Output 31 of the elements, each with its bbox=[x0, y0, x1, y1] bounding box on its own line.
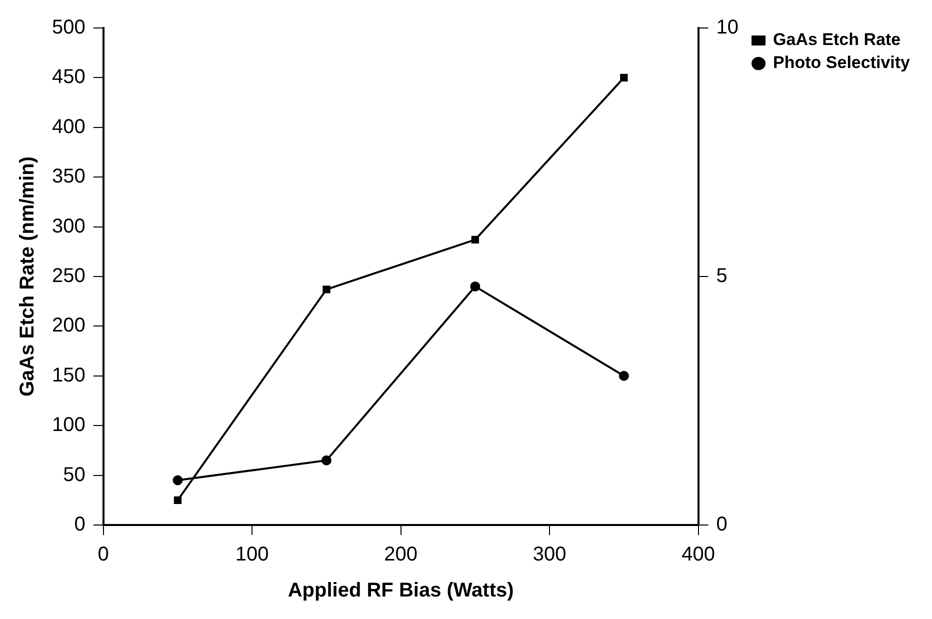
x-tick-label: 100 bbox=[235, 544, 269, 566]
y-tick-label: 200 bbox=[52, 314, 86, 337]
y2-tick-label: 10 bbox=[716, 16, 739, 39]
point bbox=[322, 286, 330, 294]
y2-tick-label: 5 bbox=[716, 265, 728, 288]
x-axis-title: Applied RF Bias (Watts) bbox=[288, 580, 514, 602]
point bbox=[470, 281, 480, 292]
y-axis-title: GaAs Etch Rate (nm/min) bbox=[16, 156, 39, 397]
y-tick-label: 50 bbox=[63, 464, 86, 486]
point bbox=[618, 370, 629, 381]
y-tick-label: 450 bbox=[52, 66, 86, 88]
y-tick-label: 400 bbox=[52, 116, 86, 138]
y-tick-label: 250 bbox=[52, 265, 86, 288]
point bbox=[471, 236, 480, 244]
legend-label: GaAs Etch Rate bbox=[773, 30, 901, 50]
legend-label: Photo Selectivity bbox=[773, 53, 911, 72]
point bbox=[620, 74, 628, 82]
point bbox=[321, 455, 332, 466]
y2-tick-label: 0 bbox=[716, 514, 728, 536]
y-tick-label: 350 bbox=[52, 166, 86, 188]
point bbox=[172, 475, 183, 486]
y-tick-label: 500 bbox=[52, 16, 86, 39]
x-tick-label: 300 bbox=[532, 544, 566, 566]
y-tick-label: 300 bbox=[52, 215, 86, 238]
x-tick-label: 200 bbox=[384, 544, 418, 566]
point bbox=[174, 496, 182, 504]
y-tick-label: 150 bbox=[52, 364, 86, 386]
y-tick-label: 100 bbox=[52, 414, 86, 436]
x-tick-label: 0 bbox=[98, 544, 109, 566]
x-tick-label: 400 bbox=[682, 544, 715, 566]
y-tick-label: 0 bbox=[74, 514, 86, 536]
